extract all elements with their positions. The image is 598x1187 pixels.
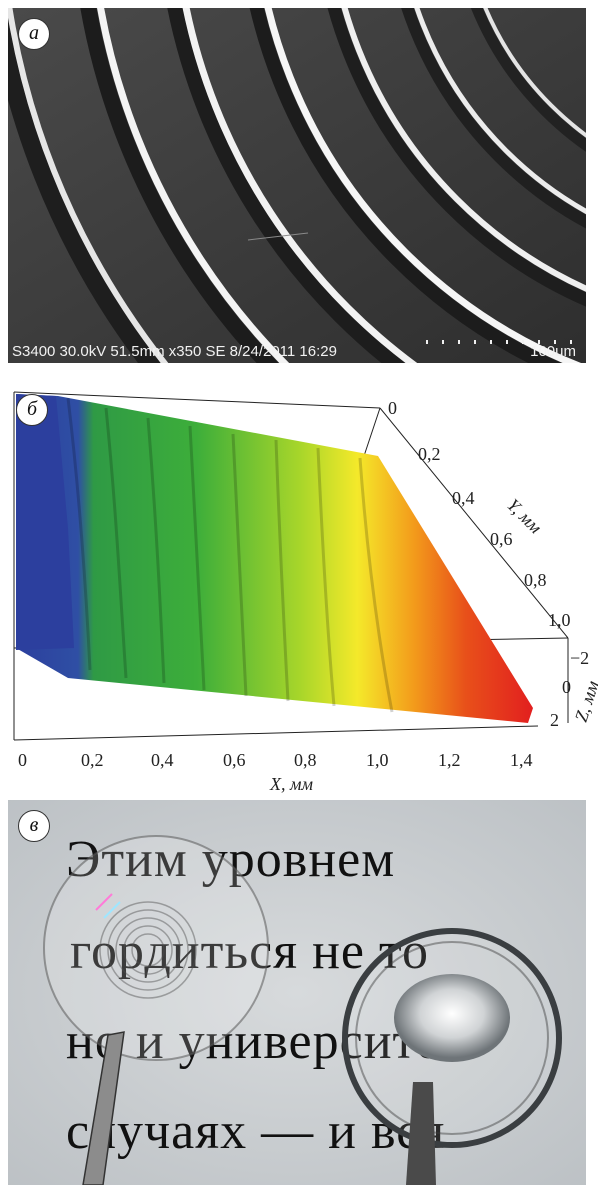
surface-profile-panel: 0 0,2 0,4 0,6 0,8 1,0 1,2 1,4 X, мм 0 0,… — [8, 378, 598, 798]
droplet-lens — [394, 974, 510, 1062]
surface-body — [16, 394, 533, 723]
x-tick-label: 1,2 — [438, 750, 461, 770]
lens-objects — [43, 835, 562, 1185]
x-tick-label: 0,2 — [81, 750, 104, 770]
right-needle — [406, 1082, 436, 1185]
surface-base-region — [16, 394, 74, 650]
x-tick-label: 1,0 — [366, 750, 389, 770]
x-axis: 0 0,2 0,4 0,6 0,8 1,0 1,2 1,4 X, мм — [18, 750, 533, 794]
left-needle — [82, 1031, 125, 1185]
z-axis: −2 0 2 Z, мм — [550, 648, 598, 730]
lens-photo-panel: Этим уровнем гордиться не то но и универ… — [8, 800, 586, 1185]
panel-label-c: в — [18, 810, 50, 842]
x-tick-label: 1,4 — [510, 750, 533, 770]
sem-micrograph-panel: а S3400 30.0kV 51.5mm x350 SE 8/24/2011 … — [8, 8, 586, 363]
y-tick-label: 0,4 — [452, 488, 475, 508]
surface-profile-plot: 0 0,2 0,4 0,6 0,8 1,0 1,2 1,4 X, мм 0 0,… — [13, 391, 598, 794]
sem-micrograph-image — [8, 8, 586, 363]
y-tick-label: 0,8 — [524, 570, 547, 590]
y-tick-label: 1,0 — [548, 610, 571, 630]
photo-text-line: случаях — и вся — [66, 1103, 446, 1160]
x-tick-label: 0 — [18, 750, 27, 770]
flat-lens-rings — [99, 901, 197, 999]
z-axis-label: Z, мм — [571, 678, 598, 725]
photo-text-line: но и университе — [66, 1013, 441, 1070]
z-tick-label: 2 — [550, 710, 559, 730]
x-tick-label: 0,4 — [151, 750, 174, 770]
x-tick-label: 0,8 — [294, 750, 317, 770]
x-tick-label: 0,6 — [223, 750, 246, 770]
scale-bar-label: 100um — [530, 343, 576, 360]
panel-label-a: а — [18, 18, 50, 50]
panel-label-b: б — [16, 394, 48, 426]
x-axis-label: X, мм — [269, 774, 313, 794]
flat-lens-disc — [43, 835, 269, 1061]
z-tick-label: −2 — [570, 648, 589, 668]
photo-text-line: Этим уровнем — [66, 831, 396, 888]
y-tick-label: 0,2 — [418, 444, 441, 464]
z-tick-label: 0 — [562, 677, 571, 697]
plot-frame — [13, 391, 569, 741]
sem-info-bar: S3400 30.0kV 51.5mm x350 SE 8/24/2011 16… — [8, 341, 586, 363]
y-tick-label: 0 — [388, 398, 397, 418]
sem-info-text: S3400 30.0kV 51.5mm x350 SE 8/24/2011 16… — [12, 343, 337, 360]
y-tick-label: 0,6 — [490, 529, 513, 549]
